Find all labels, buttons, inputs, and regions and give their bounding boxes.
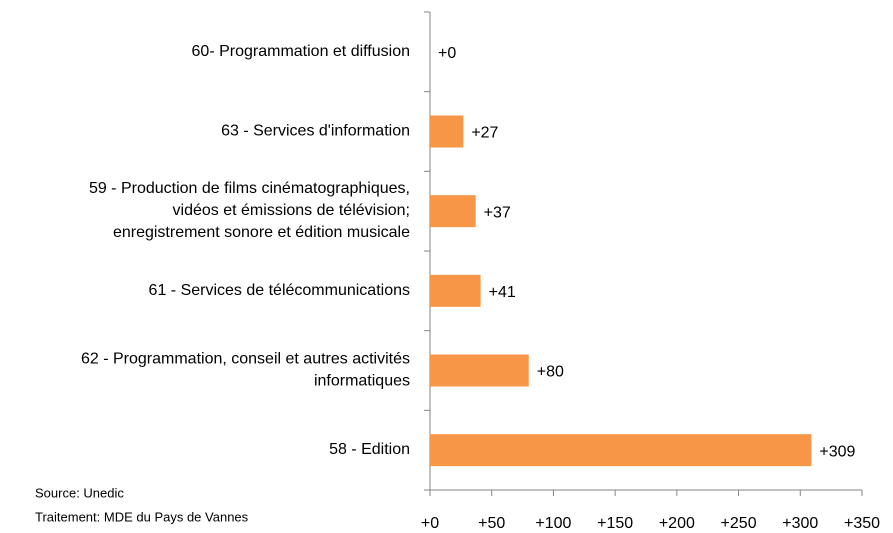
x-tick-label: +0 bbox=[421, 515, 439, 532]
x-tick-label: +300 bbox=[782, 515, 818, 532]
treatment-note: Traitement: MDE du Pays de Vannes bbox=[35, 509, 249, 524]
x-tick-label: +150 bbox=[597, 515, 633, 532]
category-label-line: 61 - Services de télécommunications bbox=[149, 282, 410, 299]
data-label: +37 bbox=[484, 204, 511, 221]
category-label: 61 - Services de télécommunications bbox=[149, 282, 410, 299]
x-tick-label: +50 bbox=[478, 515, 505, 532]
category-label-line: enregistrement sonore et édition musical… bbox=[113, 224, 410, 241]
data-label: +41 bbox=[489, 284, 516, 301]
data-label: +27 bbox=[471, 125, 498, 142]
x-tick-label: +350 bbox=[844, 515, 880, 532]
category-label-line: vidéos et émissions de télévision; bbox=[173, 202, 410, 219]
source-note: Source: Unedic bbox=[35, 485, 124, 500]
category-label-line: 62 - Programmation, conseil et autres ac… bbox=[81, 351, 410, 368]
category-label-line: 60- Programmation et diffusion bbox=[192, 43, 410, 60]
category-label-line: 63 - Services d'information bbox=[221, 123, 410, 140]
category-label: 60- Programmation et diffusion bbox=[192, 43, 410, 60]
category-label-line: 59 - Production de films cinématographiq… bbox=[89, 180, 410, 197]
category-label: 63 - Services d'information bbox=[221, 123, 410, 140]
x-tick-label: +200 bbox=[659, 515, 695, 532]
category-label: 58 - Edition bbox=[329, 441, 410, 458]
x-tick-label: +250 bbox=[721, 515, 757, 532]
category-label-line: 58 - Edition bbox=[329, 441, 410, 458]
bar bbox=[430, 274, 481, 307]
category-label: 59 - Production de films cinématographiq… bbox=[89, 180, 410, 241]
category-label: 62 - Programmation, conseil et autres ac… bbox=[81, 351, 410, 390]
category-label-line: informatiques bbox=[314, 373, 410, 390]
data-label: +0 bbox=[438, 45, 456, 62]
data-label: +80 bbox=[537, 364, 564, 381]
x-tick-label: +100 bbox=[535, 515, 571, 532]
data-label: +309 bbox=[819, 443, 855, 460]
bar bbox=[430, 195, 476, 228]
bar bbox=[430, 354, 529, 387]
bar bbox=[430, 434, 812, 467]
bar bbox=[430, 115, 464, 148]
